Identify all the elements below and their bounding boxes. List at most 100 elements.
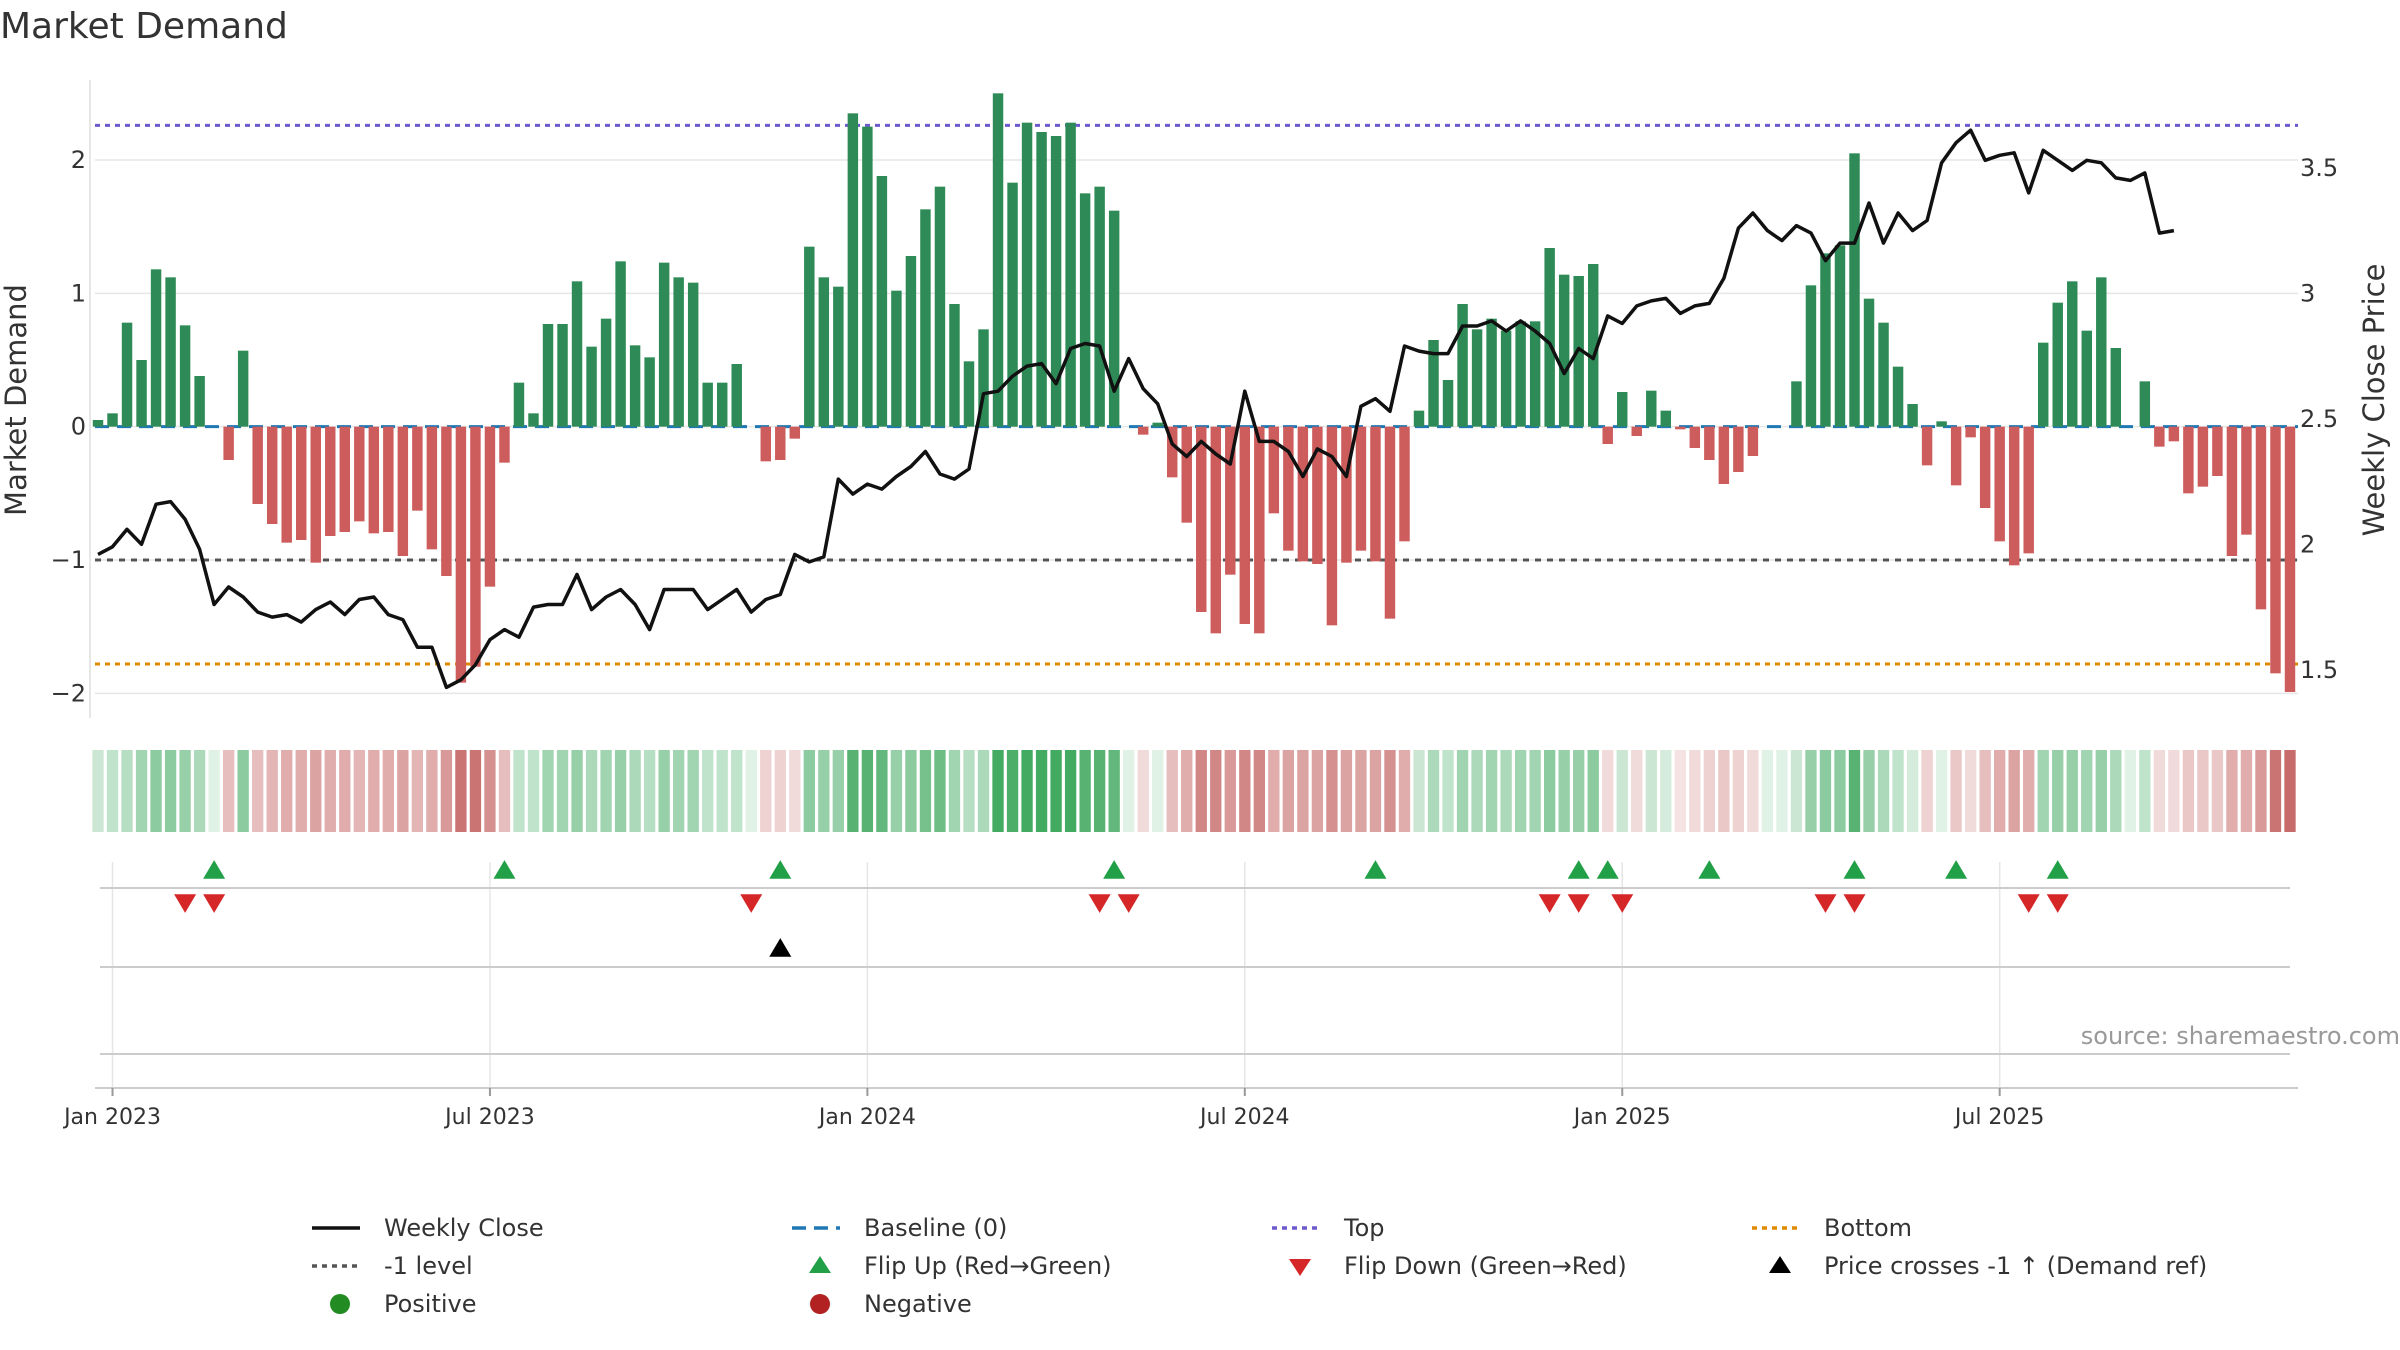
flip-down-marker xyxy=(1611,894,1634,913)
page-title: Market Demand xyxy=(0,6,288,47)
demand-bar xyxy=(658,262,670,427)
strip-cell xyxy=(1529,750,1541,832)
demand-bar xyxy=(223,426,234,460)
strip-cell xyxy=(1964,750,1977,832)
strip-cell xyxy=(585,750,598,832)
strip-cell xyxy=(1471,750,1483,832)
demand-bar xyxy=(2168,426,2180,442)
demand-bar xyxy=(731,364,742,427)
strip-cell xyxy=(1413,750,1425,832)
demand-bar xyxy=(1355,426,1367,551)
flip-down-marker xyxy=(203,894,226,913)
demand-bar xyxy=(1442,380,1454,427)
strip-cell xyxy=(426,750,438,832)
right-axis-label: Weekly Close Price xyxy=(2357,264,2391,537)
flip-down-marker xyxy=(1117,894,1140,913)
demand-bar xyxy=(542,324,554,427)
strip-cell xyxy=(382,750,394,832)
demand-bar xyxy=(1675,426,1686,430)
demand-bar xyxy=(266,426,278,524)
demand-bar xyxy=(383,426,394,532)
demand-bar xyxy=(1094,186,1105,427)
strip-cell xyxy=(222,750,235,832)
strip-cell xyxy=(2168,750,2180,832)
strip-cell xyxy=(1239,750,1251,832)
legend-symbol xyxy=(1289,1259,1311,1276)
demand-bar xyxy=(1892,366,1904,427)
demand-bars xyxy=(92,93,2296,692)
demand-bar xyxy=(310,426,321,563)
legend-symbol xyxy=(809,1256,831,1273)
demand-bar xyxy=(194,376,205,427)
demand-bar xyxy=(484,426,496,587)
left-tick-label: 2 xyxy=(71,146,86,174)
flip-markers xyxy=(174,860,2069,957)
strip-cell xyxy=(353,750,365,832)
strip-cell xyxy=(2153,750,2166,832)
right-tick-label: 1.5 xyxy=(2300,656,2338,684)
flip-down-marker xyxy=(174,894,197,913)
legend-label: Negative xyxy=(864,1290,972,1318)
demand-bar xyxy=(397,426,409,556)
strip-cell xyxy=(2255,750,2267,832)
strip-cell xyxy=(1195,750,1207,832)
strip-cell xyxy=(556,750,569,832)
strip-cell xyxy=(760,750,772,832)
strip-cell xyxy=(2081,750,2093,832)
strip-cell xyxy=(1906,750,1919,832)
flip-up-marker xyxy=(1843,860,1866,879)
demand-bar xyxy=(1413,410,1425,427)
demand-bar xyxy=(1065,122,1076,427)
demand-bar xyxy=(412,426,423,511)
demand-bar xyxy=(2052,302,2063,427)
demand-bar xyxy=(281,426,292,543)
strip-cell xyxy=(1108,750,1120,832)
demand-bar xyxy=(1137,426,1149,435)
strip-cell xyxy=(1558,750,1570,832)
demand-bar xyxy=(571,281,583,427)
strip-cell xyxy=(731,750,743,832)
x-tick-label: Jul 2024 xyxy=(1198,1105,1290,1130)
strip-cell xyxy=(629,750,641,832)
strip-cell xyxy=(643,750,656,832)
demand-bar xyxy=(716,382,728,427)
strip-cell xyxy=(455,750,467,832)
strip-cell xyxy=(411,750,424,832)
flip-down-marker xyxy=(1843,894,1866,913)
strip-cell xyxy=(600,750,612,832)
strip-cell xyxy=(150,750,162,832)
demand-bar xyxy=(2270,426,2281,674)
demand-bar xyxy=(1500,330,1512,427)
strip-cell xyxy=(702,750,714,832)
demand-bar xyxy=(2154,426,2165,447)
strip-cell xyxy=(1297,750,1309,832)
demand-bar xyxy=(1515,321,1526,427)
strip-cell xyxy=(1994,750,2006,832)
left-tick-label: 1 xyxy=(71,279,86,307)
right-tick-label: 2 xyxy=(2300,530,2315,558)
strip-cell xyxy=(1921,750,1933,832)
demand-bar xyxy=(2023,426,2034,554)
flip-up-marker xyxy=(1596,860,1619,879)
demand-bar xyxy=(862,126,873,427)
flip-down-marker xyxy=(2046,894,2069,913)
strip-cell xyxy=(121,750,133,832)
strip-cell xyxy=(2269,750,2282,832)
demand-bar xyxy=(1587,264,1599,427)
legend-label: Top xyxy=(1344,1214,1385,1242)
strip-cell xyxy=(1079,750,1091,832)
strip-cell xyxy=(1747,750,1759,832)
demand-bar xyxy=(629,345,641,427)
x-tick-label: Jan 2025 xyxy=(1572,1105,1671,1130)
demand-bar xyxy=(1225,426,1236,575)
demand-bar xyxy=(557,324,568,427)
flip-up-marker xyxy=(493,860,516,879)
strip-cell xyxy=(2052,750,2064,832)
strip-cell xyxy=(1035,750,1048,832)
legend-symbol xyxy=(1272,1226,1320,1230)
strip-cell xyxy=(2211,750,2224,832)
strip-cell xyxy=(2023,750,2035,832)
strip-cell xyxy=(1311,750,1324,832)
demand-bar xyxy=(92,420,104,427)
demand-bar xyxy=(1704,426,1715,460)
